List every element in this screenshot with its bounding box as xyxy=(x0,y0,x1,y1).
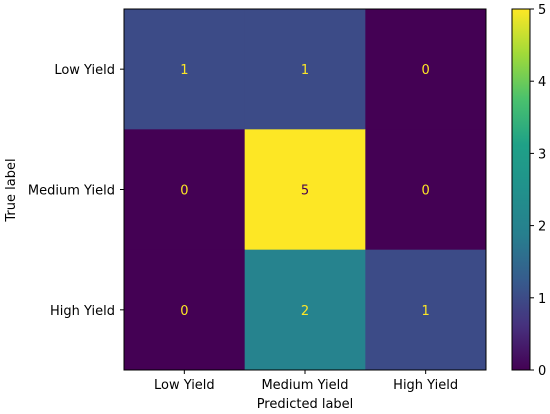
colorbar-tick-label: 0 xyxy=(538,364,546,379)
y-axis-ticks: Low Yield Medium Yield High Yield xyxy=(28,63,124,319)
heatmap-cell xyxy=(365,129,487,251)
colorbar-ticks: 0 1 2 3 4 5 xyxy=(530,3,546,379)
cell-value-label: 0 xyxy=(422,63,430,78)
heatmap-cell xyxy=(365,249,487,371)
cell-value-label: 1 xyxy=(422,304,430,319)
heatmap-cell xyxy=(244,249,366,371)
colorbar-gradient xyxy=(511,8,531,371)
y-tick-label: High Yield xyxy=(50,304,115,319)
colorbar-tick-label: 4 xyxy=(538,75,546,90)
y-axis-label: True label xyxy=(4,158,19,222)
cell-value-label: 2 xyxy=(301,304,309,319)
heatmap-cell xyxy=(124,129,246,251)
cell-value-label: 1 xyxy=(180,63,188,78)
heatmap-cells xyxy=(124,9,487,371)
x-tick-label: Low Yield xyxy=(154,378,215,393)
cell-value-label: 5 xyxy=(301,184,309,199)
colorbar-tick-label: 1 xyxy=(538,292,546,307)
cell-value-label: 0 xyxy=(180,304,188,319)
cell-value-label: 0 xyxy=(422,184,430,199)
y-tick-label: Medium Yield xyxy=(28,184,115,199)
x-tick-label: High Yield xyxy=(393,378,458,393)
colorbar-tick-label: 5 xyxy=(538,3,546,18)
colorbar-tick-label: 3 xyxy=(538,147,546,162)
heatmap-cell xyxy=(244,9,366,130)
x-tick-label: Medium Yield xyxy=(261,378,348,393)
heatmap-cell xyxy=(244,129,366,251)
heatmap-cell xyxy=(124,249,246,371)
y-tick-label: Low Yield xyxy=(54,63,115,78)
colorbar: 0 1 2 3 4 5 xyxy=(511,3,546,379)
cell-value-label: 1 xyxy=(301,63,309,78)
heatmap-cell xyxy=(365,9,487,130)
cell-value-labels: 1 1 0 0 5 0 0 2 1 xyxy=(180,63,430,319)
heatmap-cell xyxy=(124,9,246,130)
cell-value-label: 0 xyxy=(180,184,188,199)
colorbar-tick-label: 2 xyxy=(538,220,546,235)
x-axis-ticks: Low Yield Medium Yield High Yield xyxy=(154,370,458,393)
x-axis-label: Predicted label xyxy=(257,397,354,412)
